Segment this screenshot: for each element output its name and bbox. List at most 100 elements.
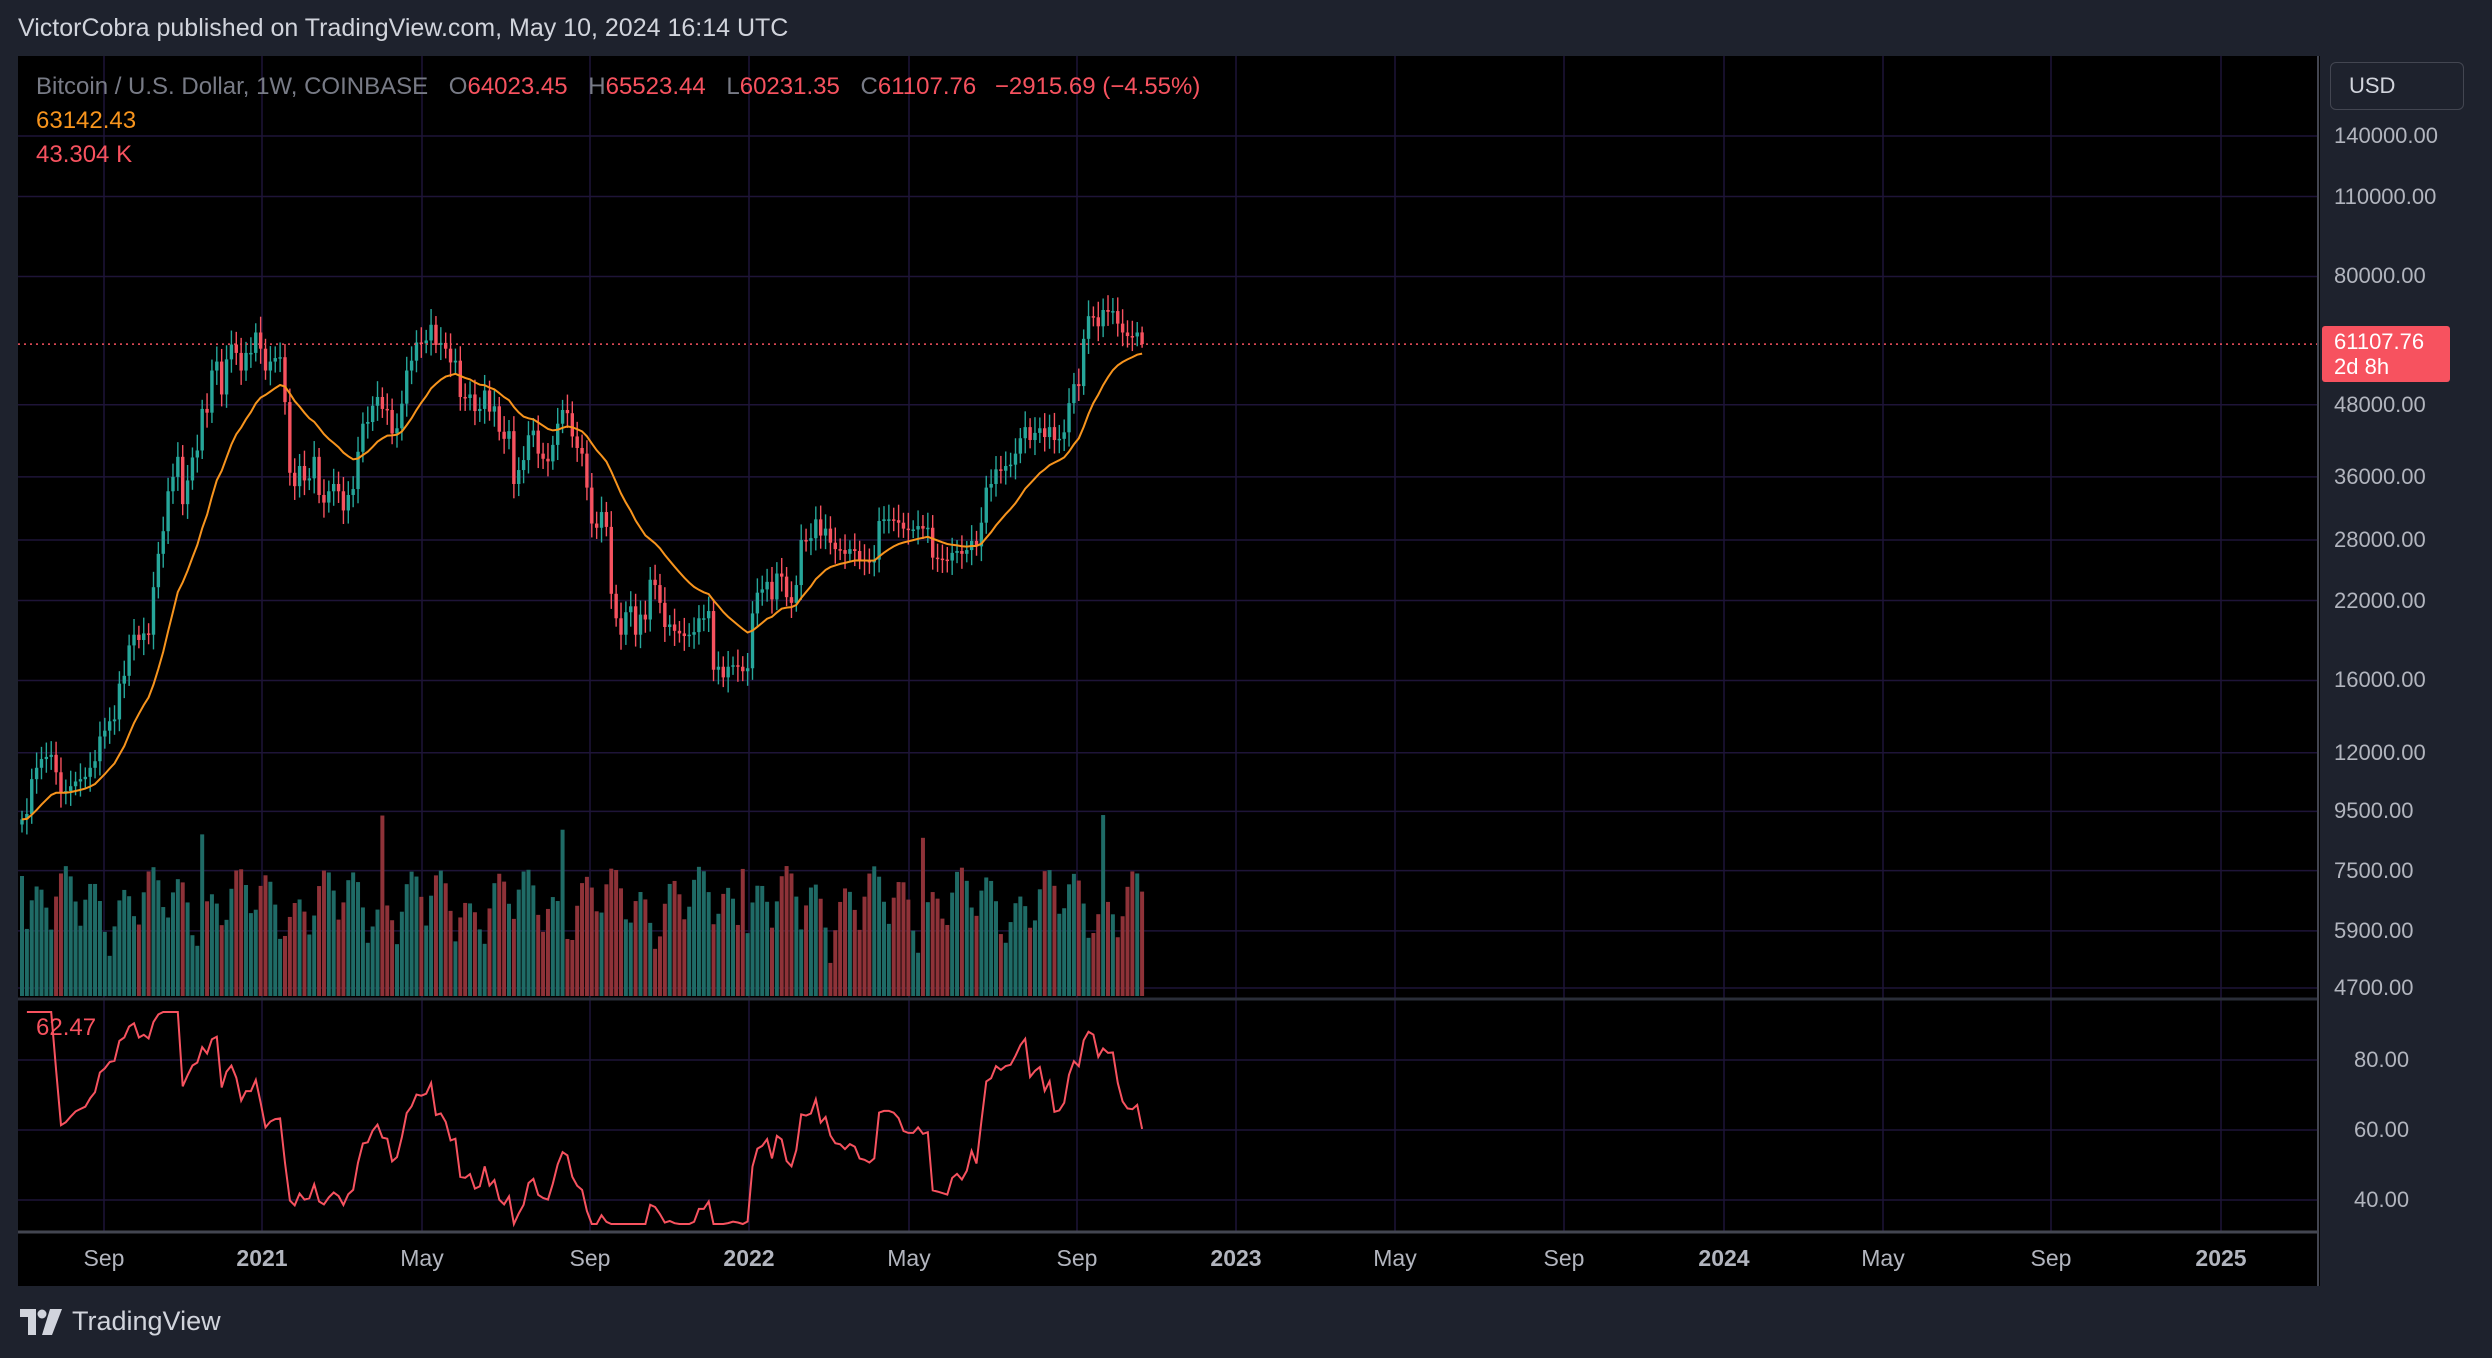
candle-body <box>254 332 258 353</box>
rsi-tick-label: 60.00 <box>2354 1117 2410 1142</box>
volume-bar <box>964 880 969 996</box>
candle-body <box>853 549 857 552</box>
candle-body <box>1023 427 1027 439</box>
volume-bar <box>1067 884 1072 996</box>
candle-body <box>424 340 428 344</box>
currency-label: USD <box>2349 73 2396 98</box>
footer-brand[interactable]: TradingView <box>20 1306 221 1337</box>
volume-bar <box>779 876 784 996</box>
volume-bar <box>54 896 59 996</box>
time-tick-label: 2021 <box>236 1245 287 1271</box>
candle-body <box>770 581 774 600</box>
candle-body <box>697 618 701 633</box>
candle-body <box>54 754 58 773</box>
volume-bar <box>375 909 380 996</box>
candle-body <box>585 453 589 488</box>
volume-bar <box>141 892 146 996</box>
volume-bar <box>380 815 385 996</box>
candle-body <box>112 719 117 722</box>
candle-body <box>780 573 784 577</box>
volume-bar <box>511 918 516 996</box>
candle-body <box>473 394 477 412</box>
volume-bar <box>482 943 487 996</box>
candle-body <box>341 491 346 511</box>
volume-bar <box>1135 873 1140 996</box>
volume-bar <box>448 910 453 996</box>
volume-bar <box>984 877 989 996</box>
volume-bar <box>112 926 117 996</box>
candle-body <box>1101 309 1105 327</box>
rsi-line <box>26 1011 1144 1228</box>
volume-bar <box>1101 815 1106 996</box>
candle-body <box>317 456 321 495</box>
volume-bar <box>906 899 911 996</box>
price-tick-label: 4700.00 <box>2334 975 2414 1000</box>
volume-bar <box>643 899 648 996</box>
tradingview-logo-icon <box>20 1308 62 1335</box>
candle-body <box>409 360 414 371</box>
volume-bar <box>146 871 151 996</box>
volume-bar <box>200 834 205 996</box>
candle-body <box>760 589 764 593</box>
candle-body <box>1038 428 1042 433</box>
volume-bar <box>151 867 156 996</box>
volume-bar <box>414 876 419 996</box>
candle-body <box>151 587 156 635</box>
candle-body <box>400 403 404 429</box>
candle-body <box>672 624 677 631</box>
candle-body <box>823 528 828 536</box>
price-tick-label: 22000.00 <box>2334 587 2426 613</box>
volume-bar <box>127 896 132 996</box>
candle-body <box>244 352 248 371</box>
volume-bar <box>1042 871 1047 996</box>
chart-area[interactable]: Sep 2021 May Sep 2022 May Sep 2023 May Sep 2024 May… <box>18 56 2320 1286</box>
candle-body <box>702 618 706 620</box>
volume-bar <box>268 881 273 996</box>
ema-line <box>21 352 1143 821</box>
volume-bar <box>925 902 930 996</box>
volume-bar <box>302 911 307 996</box>
volume-bar <box>1096 914 1101 996</box>
candle-body <box>117 683 122 720</box>
candle-body <box>283 357 287 403</box>
volume-bar <box>161 907 166 996</box>
candle-body <box>999 469 1003 471</box>
candle-body <box>984 487 988 523</box>
volume-bar <box>248 913 253 996</box>
candle-body <box>293 472 297 487</box>
volume-bar <box>950 892 955 996</box>
time-tick-label: 2022 <box>723 1245 774 1271</box>
candle-body <box>346 494 350 511</box>
price-chart[interactable]: Sep 2021 May Sep 2022 May Sep 2023 May Sep 2024 May… <box>18 56 2320 1286</box>
volume-bar <box>351 872 356 996</box>
volume-bar <box>312 915 317 996</box>
candle-body <box>1096 317 1100 327</box>
candle-body <box>677 630 682 634</box>
volume-bar <box>716 913 721 996</box>
volume-bar <box>209 894 214 996</box>
candle-body <box>492 406 497 412</box>
volume-bar <box>429 895 434 996</box>
volume-bar <box>29 900 34 996</box>
candle-body <box>643 614 648 620</box>
candle-body <box>361 423 365 452</box>
currency-button[interactable]: USD <box>2330 62 2464 110</box>
volume-bar <box>78 925 83 996</box>
candle-body <box>648 579 652 620</box>
volume-bar <box>365 942 370 996</box>
volume-bar <box>399 911 404 996</box>
candle-body <box>380 396 385 409</box>
volume-bar <box>575 905 580 996</box>
volume-bar <box>687 906 692 996</box>
volume-bar <box>545 908 550 996</box>
volume-bar <box>214 903 219 996</box>
volume-bar <box>24 928 29 996</box>
volume-bar <box>653 948 658 996</box>
volume-bar <box>331 890 336 996</box>
volume-bar <box>677 894 682 996</box>
volume-bar <box>847 891 852 996</box>
volume-bar <box>667 883 672 996</box>
time-tick-label: May <box>887 1245 931 1271</box>
candle-body <box>78 779 83 782</box>
price-tick-label: 140000.00 <box>2334 123 2438 148</box>
